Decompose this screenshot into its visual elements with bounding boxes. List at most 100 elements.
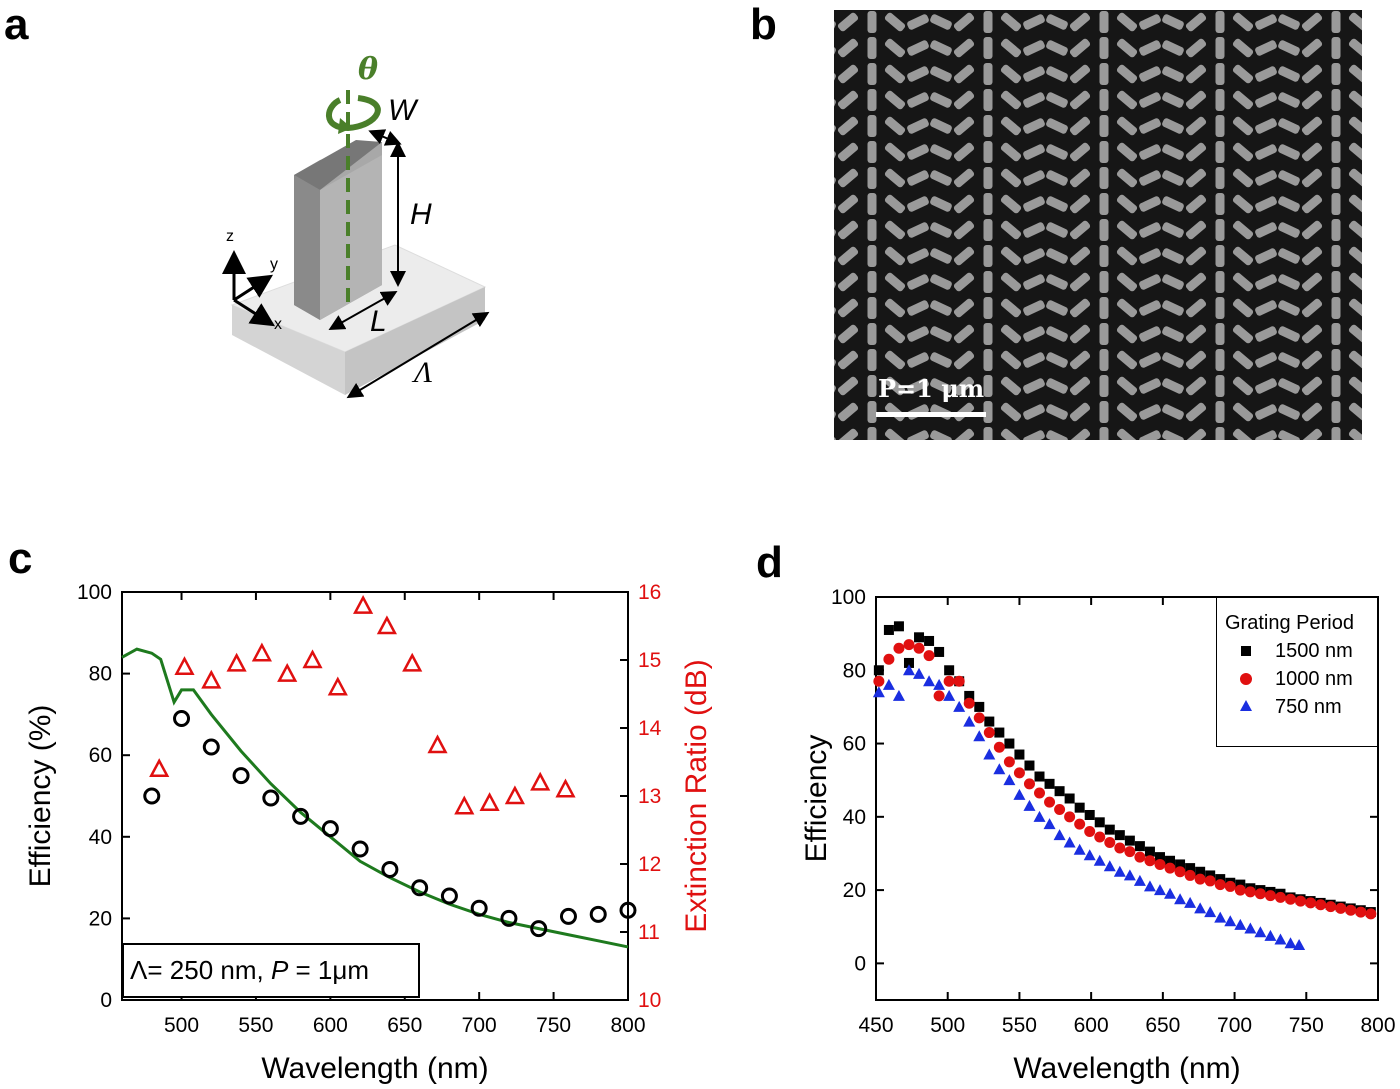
point-1000nm [953, 675, 965, 687]
nanopillar [1185, 194, 1207, 214]
nanopillar [907, 248, 929, 264]
nanopillar [1255, 14, 1277, 30]
nanopillar [1185, 38, 1207, 58]
nanopillar [1099, 245, 1109, 267]
nanopillar [867, 245, 877, 267]
nanopillar [1301, 402, 1323, 422]
nanopillar [884, 220, 906, 240]
point-1500nm [1074, 802, 1085, 813]
nanopillar [1069, 298, 1091, 318]
nanopillar [1348, 220, 1362, 240]
nanopillar [867, 193, 877, 215]
nanopillar [1099, 349, 1109, 371]
length-label: L [370, 305, 387, 338]
point-1500nm [1014, 749, 1025, 760]
extinction-ratio-point [555, 778, 576, 798]
x-axis-label: Wavelength (nm) [261, 1052, 488, 1085]
extinction-ratio-point [402, 652, 423, 672]
nanopillar [983, 141, 993, 163]
nanopillar [1116, 324, 1138, 344]
point-1500nm [1175, 859, 1186, 870]
nanopillar [907, 326, 929, 342]
nanopillar [1278, 40, 1300, 56]
nanopillar [1162, 352, 1184, 368]
nanopillar [983, 115, 993, 137]
extinction-ratio-point [251, 642, 272, 662]
point-1500nm [1084, 809, 1095, 820]
nanopillar [1023, 378, 1045, 394]
height-label: H [410, 198, 432, 231]
point-1500nm [1195, 866, 1206, 877]
nanopillar [1185, 298, 1207, 318]
extinction-ratio-point [530, 771, 551, 791]
nanopillar [1301, 38, 1323, 58]
nanopillar [953, 376, 975, 396]
y2-tick-label: 16 [638, 581, 661, 604]
nanopillar [983, 193, 993, 215]
nanopillar [907, 66, 929, 82]
nanopillar [1185, 246, 1207, 266]
nanopillar [1046, 144, 1068, 160]
nanopillar [1301, 272, 1323, 292]
nanopillar [884, 168, 906, 188]
nanopillar [1232, 220, 1254, 240]
point-750nm [1293, 939, 1306, 951]
nanopillar [1232, 428, 1254, 440]
nanopillar [930, 352, 952, 368]
nanopillar [1215, 37, 1225, 59]
nanopillar [1099, 37, 1109, 59]
nanopillar [1139, 222, 1161, 238]
point-750nm [913, 667, 926, 679]
nanopillar [930, 196, 952, 212]
nanopillar [867, 141, 877, 163]
nanopillar [1232, 272, 1254, 292]
efficiency-point [262, 789, 280, 807]
point-750nm [1224, 915, 1237, 927]
nanopillar [1023, 66, 1045, 82]
nanopillar [884, 272, 906, 292]
nanopillar [1301, 64, 1323, 84]
point-1000nm [1104, 836, 1116, 848]
nanopillar [1116, 168, 1138, 188]
nanopillar [1348, 168, 1362, 188]
nanopillar [1099, 297, 1109, 319]
nanopillar [1023, 92, 1045, 108]
extinction-ratio-point [504, 785, 525, 805]
nanopillar [1023, 300, 1045, 316]
nanopillar [953, 64, 975, 84]
point-1500nm [1094, 817, 1105, 828]
y-tick-label: 80 [89, 663, 112, 686]
nanopillar [884, 38, 906, 58]
nanopillar [1139, 92, 1161, 108]
nanopillar [1301, 350, 1323, 370]
nanopillar [867, 375, 877, 397]
nanopillar [1000, 116, 1022, 136]
point-1500nm [984, 716, 995, 727]
nanopillar [1046, 352, 1068, 368]
nanopillar [1023, 14, 1045, 30]
nanopillar [1000, 428, 1022, 440]
nanopillar [867, 349, 877, 371]
point-1000nm [933, 690, 945, 702]
nanopillar [1116, 428, 1138, 440]
nanopillar [1162, 222, 1184, 238]
y2-tick-label: 12 [638, 853, 661, 876]
nanopillar [1069, 116, 1091, 136]
nanopillar [1046, 92, 1068, 108]
panel-label-b: b [750, 0, 777, 49]
point-750nm [1053, 829, 1066, 841]
nanopillar [1278, 222, 1300, 238]
nanopillar [907, 300, 929, 316]
nanopillar [1331, 401, 1341, 423]
x-tick-label: 450 [858, 1014, 893, 1037]
point-1000nm [1054, 803, 1066, 815]
nanopillar [1139, 430, 1161, 440]
y-tick-label: 20 [89, 907, 112, 930]
nanopillar [1023, 248, 1045, 264]
nanopillar [983, 63, 993, 85]
nanopillar [907, 170, 929, 186]
nanopillar [1215, 271, 1225, 293]
point-1000nm [913, 642, 925, 654]
nanopillar [907, 352, 929, 368]
